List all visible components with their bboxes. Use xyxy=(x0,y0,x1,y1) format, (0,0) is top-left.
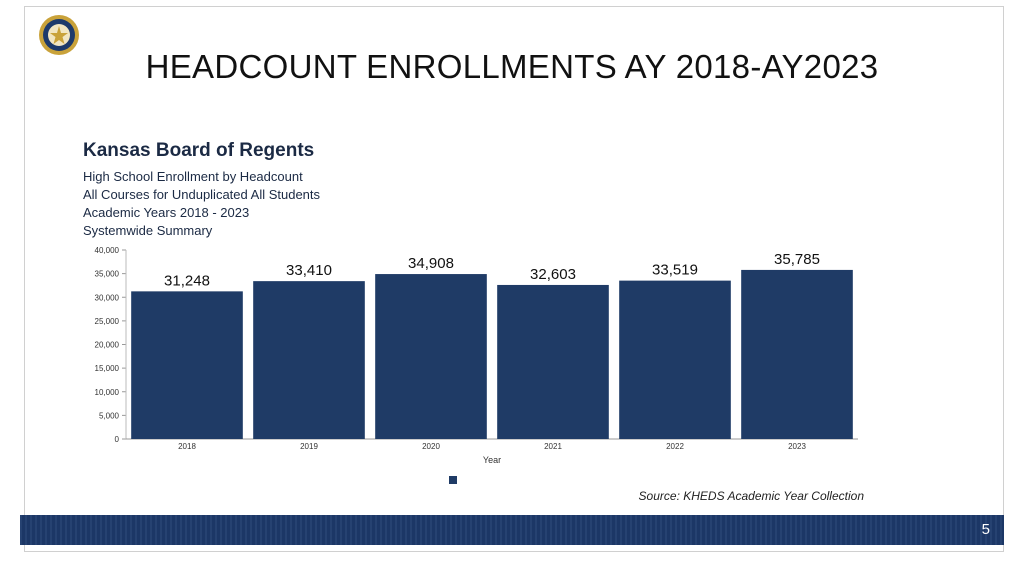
bar-value-label: 33,519 xyxy=(652,262,698,279)
x-tick-label: 2022 xyxy=(666,442,684,451)
x-tick-label: 2023 xyxy=(788,442,806,451)
bar-value-label: 31,248 xyxy=(164,272,210,289)
page-number: 5 xyxy=(981,521,990,538)
bar-value-label: 33,410 xyxy=(286,262,332,279)
bar-value-label: 34,908 xyxy=(408,255,454,272)
chart-subtitle-line: All Courses for Unduplicated All Student… xyxy=(83,187,321,202)
legend-swatch xyxy=(449,476,457,484)
slide-frame xyxy=(24,6,1004,552)
chart-org-name: Kansas Board of Regents xyxy=(83,140,315,161)
x-tick-label: 2019 xyxy=(300,442,318,451)
y-tick-label: 10,000 xyxy=(95,388,120,397)
y-tick-label: 35,000 xyxy=(95,270,120,279)
y-tick-label: 15,000 xyxy=(95,364,120,373)
bar-value-label: 35,785 xyxy=(774,251,820,268)
bar xyxy=(131,291,243,439)
y-tick-label: 20,000 xyxy=(95,341,120,350)
x-axis-title: Year xyxy=(483,455,501,465)
x-tick-label: 2021 xyxy=(544,442,562,451)
bar xyxy=(375,274,487,439)
x-tick-label: 2018 xyxy=(178,442,196,451)
bar-value-label: 32,603 xyxy=(530,266,576,283)
source-note: Source: KHEDS Academic Year Collection xyxy=(638,489,864,503)
bar xyxy=(253,281,365,439)
slide-title: HEADCOUNT ENROLLMENTS AY 2018-AY2023 xyxy=(145,48,879,85)
footer-bar: 5 xyxy=(20,515,1004,545)
y-tick-label: 30,000 xyxy=(95,293,120,302)
chart-header: Kansas Board of Regents High School Enro… xyxy=(83,140,320,240)
bar xyxy=(741,269,853,439)
y-tick-label: 0 xyxy=(115,435,120,444)
y-tick-label: 25,000 xyxy=(95,317,120,326)
y-tick-label: 40,000 xyxy=(95,246,120,255)
chart-subtitle-line: Systemwide Summary xyxy=(83,223,213,238)
chart-subtitle-line: Academic Years 2018 - 2023 xyxy=(83,205,250,220)
y-tick-label: 5,000 xyxy=(99,411,120,420)
x-tick-label: 2020 xyxy=(422,442,440,451)
bar xyxy=(619,280,731,439)
bar xyxy=(497,284,609,439)
chart-subtitle-line: High School Enrollment by Headcount xyxy=(83,169,303,184)
kansas-seal-icon xyxy=(38,14,80,56)
